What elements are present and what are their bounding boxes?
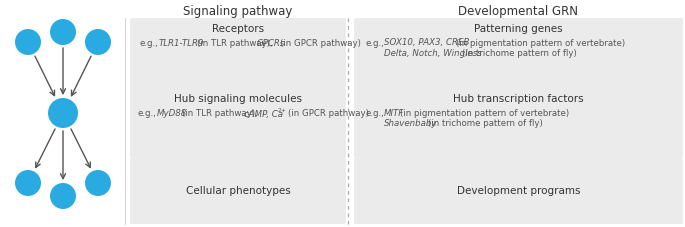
Ellipse shape bbox=[50, 19, 76, 45]
Ellipse shape bbox=[50, 183, 76, 209]
Text: Shavenbaby: Shavenbaby bbox=[384, 119, 438, 128]
FancyBboxPatch shape bbox=[354, 18, 683, 88]
Text: cAMP, Ca: cAMP, Ca bbox=[244, 109, 283, 118]
Text: e.g.,: e.g., bbox=[366, 39, 385, 47]
Text: (in TLR pathway),: (in TLR pathway), bbox=[197, 39, 273, 49]
Text: MyD88: MyD88 bbox=[157, 109, 187, 118]
Ellipse shape bbox=[15, 29, 41, 55]
FancyBboxPatch shape bbox=[130, 158, 346, 224]
Text: Patterning genes: Patterning genes bbox=[474, 24, 563, 34]
Text: Hub transcription factors: Hub transcription factors bbox=[453, 94, 584, 104]
Text: (in GPCR pathway): (in GPCR pathway) bbox=[280, 39, 361, 49]
Text: Cellular phenotypes: Cellular phenotypes bbox=[186, 186, 290, 196]
Text: Hub signaling molecules: Hub signaling molecules bbox=[174, 94, 302, 104]
Text: Development programs: Development programs bbox=[457, 186, 580, 196]
Text: MITF: MITF bbox=[384, 109, 404, 118]
FancyBboxPatch shape bbox=[354, 158, 683, 224]
Text: (in trichome pattern of fly): (in trichome pattern of fly) bbox=[462, 49, 577, 59]
Text: 2+: 2+ bbox=[278, 109, 287, 114]
Text: (in TLR pathway),: (in TLR pathway), bbox=[182, 109, 258, 118]
Text: (in pigmentation pattern of vertebrate): (in pigmentation pattern of vertebrate) bbox=[456, 39, 625, 47]
Text: e.g.,: e.g., bbox=[140, 39, 159, 49]
Text: Receptors: Receptors bbox=[212, 24, 264, 34]
Text: GPCRs: GPCRs bbox=[257, 39, 286, 49]
FancyBboxPatch shape bbox=[130, 88, 346, 158]
FancyBboxPatch shape bbox=[130, 18, 346, 88]
Text: SOX10, PAX3, CREB: SOX10, PAX3, CREB bbox=[384, 39, 469, 47]
Text: Signaling pathway: Signaling pathway bbox=[184, 5, 292, 17]
Ellipse shape bbox=[85, 170, 111, 196]
Text: e.g.,: e.g., bbox=[138, 109, 157, 118]
Text: TLR1-TLR9: TLR1-TLR9 bbox=[159, 39, 205, 49]
Text: e.g.,: e.g., bbox=[366, 109, 385, 118]
Text: (in GPCR pathway): (in GPCR pathway) bbox=[288, 109, 369, 118]
Text: Delta, Notch, Wingless: Delta, Notch, Wingless bbox=[384, 49, 482, 59]
Text: (in pigmentation pattern of vertebrate): (in pigmentation pattern of vertebrate) bbox=[400, 109, 569, 118]
Ellipse shape bbox=[85, 29, 111, 55]
Text: Developmental GRN: Developmental GRN bbox=[458, 5, 579, 17]
Ellipse shape bbox=[15, 170, 41, 196]
Ellipse shape bbox=[48, 98, 78, 128]
Text: (in trichome pattern of fly): (in trichome pattern of fly) bbox=[428, 119, 543, 128]
FancyBboxPatch shape bbox=[354, 88, 683, 158]
